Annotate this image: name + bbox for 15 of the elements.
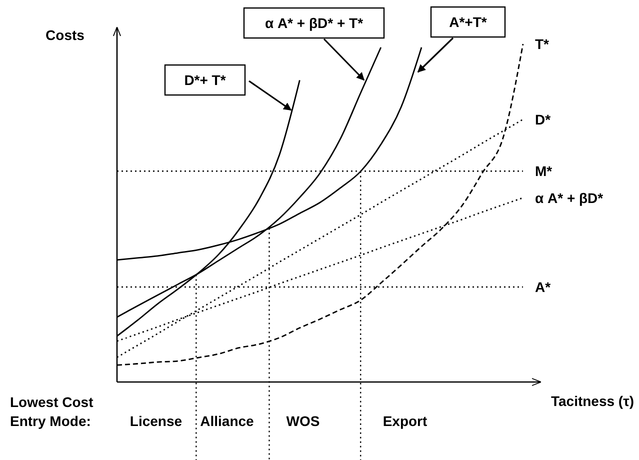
series-label: T* [535,36,550,52]
text: D*+ T* [184,72,226,88]
y-axis-title: Costs [46,27,85,43]
x-axis-title: Tacitness (τ) [550,393,634,409]
text: Alliance [200,413,254,429]
ref-line-label: A* [535,279,552,296]
series-label: D* [535,111,552,128]
series-label: α A* + βD* + T* [264,15,364,31]
series-label: α A* + βD* [535,190,604,206]
text: Export [382,413,428,429]
text: A*+T* [449,14,488,30]
text: Lowest Cost Entry Mode: [10,394,94,429]
ref-line-label: M* [535,163,553,180]
text: License [130,413,182,429]
text: WOS [286,413,320,429]
